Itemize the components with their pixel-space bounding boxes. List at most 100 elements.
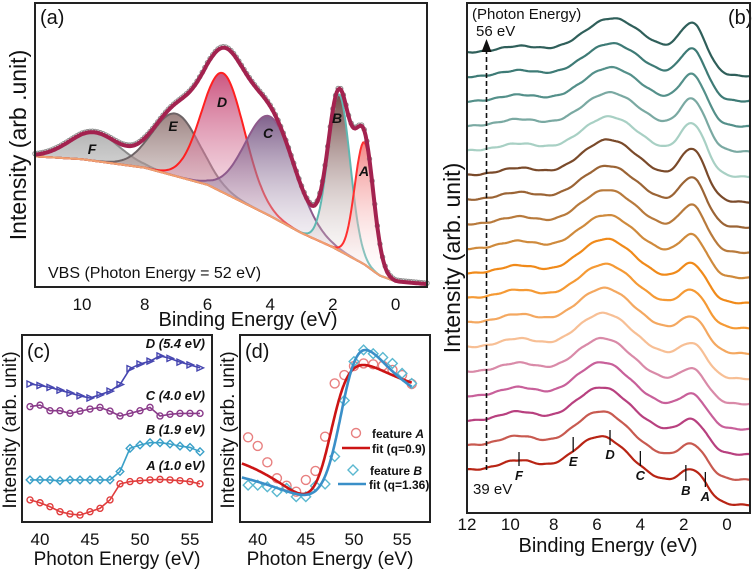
diamond-marker bbox=[347, 464, 359, 476]
triangle-marker bbox=[66, 388, 76, 398]
y-axis-label: Intensity (arb. unit) bbox=[218, 351, 239, 508]
circle-marker bbox=[166, 410, 174, 418]
component-E-area bbox=[35, 113, 427, 285]
circle-marker bbox=[116, 412, 124, 420]
spectrum-56eV bbox=[466, 17, 751, 78]
circle-marker bbox=[350, 427, 362, 439]
diamond-marker bbox=[45, 475, 55, 485]
x-tick-label: 55 bbox=[181, 530, 200, 549]
x-tick-label: 0 bbox=[722, 515, 731, 534]
x-tick-label: 4 bbox=[265, 295, 274, 314]
feature-label-A: A bbox=[700, 489, 710, 504]
x-tick-label: 4 bbox=[636, 515, 645, 534]
series-line bbox=[30, 441, 201, 482]
diamond-marker bbox=[115, 466, 125, 477]
series-line bbox=[29, 478, 201, 516]
arrow-head-icon bbox=[481, 39, 492, 52]
feature-label-D: D bbox=[605, 447, 615, 462]
triangle-marker bbox=[116, 380, 126, 389]
peak-label-C: C bbox=[263, 125, 274, 141]
feature-label-F: F bbox=[515, 468, 524, 483]
diamond-marker bbox=[35, 475, 45, 485]
feature-label-E: E bbox=[569, 454, 578, 469]
legend-feature-b: feature B bbox=[370, 464, 422, 478]
circle-marker bbox=[106, 407, 114, 415]
diamond-marker bbox=[386, 357, 399, 370]
x-tick-label: 40 bbox=[248, 530, 267, 549]
panel-b-frame bbox=[466, 2, 751, 514]
peak-label-F: F bbox=[88, 141, 97, 157]
triangle-marker bbox=[56, 386, 66, 395]
x-tick-label: 45 bbox=[296, 530, 315, 549]
circle-marker bbox=[186, 409, 194, 418]
feature-label-C: C bbox=[636, 468, 646, 483]
x-axis-label: Photon Energy (eV) bbox=[247, 549, 414, 570]
diamond-marker bbox=[135, 440, 145, 450]
x-tick-label: 40 bbox=[31, 530, 50, 549]
triangle-marker bbox=[156, 351, 166, 361]
panel-a-frame bbox=[34, 2, 428, 288]
x-tick-label: 8 bbox=[140, 295, 149, 314]
circle-marker bbox=[66, 409, 74, 418]
triangle-marker bbox=[106, 387, 116, 396]
triangle-marker bbox=[126, 364, 136, 373]
circle-marker bbox=[262, 457, 273, 468]
x-tick-label: 2 bbox=[679, 515, 688, 534]
background-curve bbox=[35, 155, 428, 286]
circle-marker bbox=[96, 504, 104, 513]
panel-d-frame bbox=[239, 334, 431, 523]
legend-fit-a: fit (q=0.9) bbox=[372, 442, 426, 456]
x-tick-label: 10 bbox=[501, 515, 520, 534]
diamond-marker bbox=[125, 443, 135, 454]
circle-marker bbox=[56, 508, 64, 516]
spectrum-52eV bbox=[466, 115, 751, 179]
circle-marker bbox=[252, 440, 263, 452]
circle-marker bbox=[86, 405, 94, 413]
feature-label-B: B bbox=[681, 483, 690, 498]
diamond-marker bbox=[105, 475, 115, 485]
triangle-marker bbox=[26, 379, 36, 389]
spectrum-39eV bbox=[466, 435, 751, 507]
panel-label: (b) bbox=[728, 7, 752, 29]
x-axis-label: Photon Energy (eV) bbox=[34, 549, 201, 570]
circle-marker bbox=[126, 409, 134, 418]
diamond-marker bbox=[65, 475, 75, 485]
circle-marker bbox=[76, 407, 84, 415]
circle-marker bbox=[196, 480, 204, 488]
y-axis-label: Intensity (arb .unit) bbox=[5, 50, 31, 240]
circle-marker bbox=[176, 409, 184, 418]
x-tick-label: 0 bbox=[391, 295, 400, 314]
circle-marker bbox=[146, 476, 154, 484]
panel-label: (c) bbox=[27, 341, 50, 363]
top-energy-label: 56 eV bbox=[476, 23, 515, 40]
circle-marker bbox=[96, 403, 104, 412]
diamond-marker bbox=[25, 475, 35, 485]
diamond-marker bbox=[195, 446, 205, 457]
component-B-area bbox=[35, 94, 427, 285]
series-line bbox=[29, 404, 200, 417]
legend-feature-a: feature A bbox=[372, 427, 424, 441]
peak-label-E: E bbox=[168, 118, 178, 134]
spectrum-42eV bbox=[466, 361, 751, 431]
panel-label: (d) bbox=[245, 341, 269, 363]
peak-label-B: B bbox=[332, 110, 342, 126]
diamond-marker bbox=[280, 482, 293, 495]
x-tick-label: 6 bbox=[203, 295, 212, 314]
x-tick-label: 45 bbox=[81, 530, 100, 549]
component-F-area bbox=[35, 132, 427, 285]
spectrum-55eV bbox=[466, 41, 751, 103]
diamond-marker bbox=[55, 476, 65, 486]
diamond-marker bbox=[338, 394, 351, 407]
x-tick-label: 2 bbox=[328, 295, 337, 314]
circle-marker bbox=[329, 378, 340, 389]
circle-marker bbox=[136, 407, 144, 415]
spectrum-51eV bbox=[467, 138, 750, 204]
legend-fit-b: fit (q=1.36) bbox=[369, 478, 429, 492]
diamond-marker bbox=[242, 479, 254, 491]
diamond-marker bbox=[357, 344, 370, 356]
spectrum-54eV bbox=[467, 65, 751, 128]
fano-fit-curve bbox=[241, 363, 413, 496]
circle-marker bbox=[242, 432, 254, 443]
panel-b: (Photon Energy)56 eV 39 eV (b) F E D C B A 12 10 8 6… bbox=[439, 6, 752, 557]
